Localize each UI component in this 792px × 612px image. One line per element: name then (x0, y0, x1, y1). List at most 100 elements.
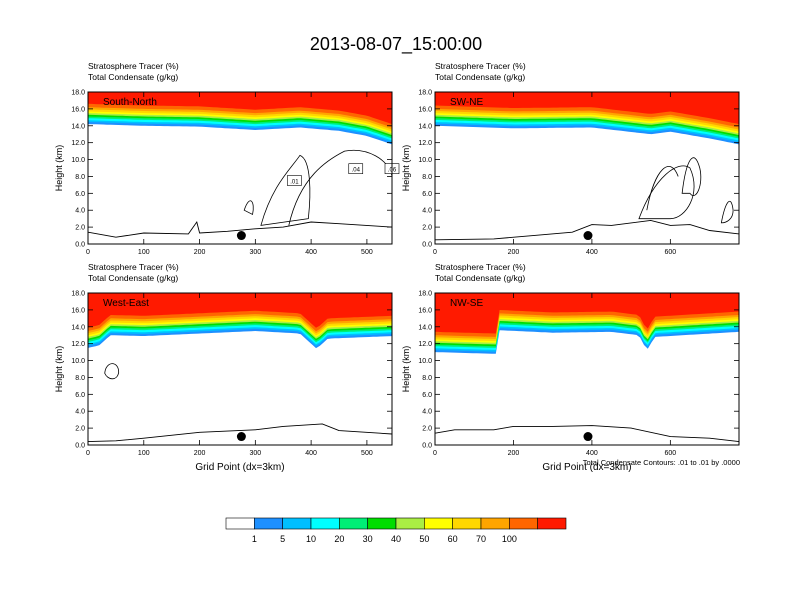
colorbar-label: 1 (252, 534, 257, 544)
y-tick-label: 4.0 (422, 208, 432, 215)
contour-label-box (287, 175, 302, 186)
condensate-contours (638, 157, 734, 224)
y-tick-label: 2.0 (75, 426, 85, 433)
panel-subtitle-tracer: Stratosphere Tracer (%) (88, 61, 179, 71)
colorbar-label: 100 (502, 534, 517, 544)
colorbar-swatch (537, 517, 567, 530)
y-tick-label: 4.0 (75, 409, 85, 416)
y-tick-label: 0.0 (422, 443, 432, 450)
y-tick-label: 16.0 (418, 106, 432, 113)
y-tick-label: 4.0 (75, 208, 85, 215)
colorbar-swatch (254, 517, 283, 530)
y-tick-label: 12.0 (71, 140, 85, 147)
panel-label: NW-SE (450, 298, 483, 309)
y-tick-label: 18.0 (71, 291, 85, 298)
colorbar-label: 40 (391, 534, 401, 544)
figure-title: 2013-08-07_15:00:00 (310, 34, 482, 55)
y-axis-label: Height (km) (54, 346, 64, 393)
y-tick-label: 18.0 (418, 291, 432, 298)
contour-label-box (348, 163, 364, 174)
y-tick-label: 4.0 (422, 409, 432, 416)
colorbar-label: 10 (306, 534, 316, 544)
x-tick-label: 200 (194, 249, 206, 256)
x-tick-label: 0 (433, 450, 437, 457)
panel-subtitle-condensate: Total Condensate (g/kg) (435, 72, 525, 82)
location-marker (236, 231, 246, 241)
x-axis-label: Grid Point (dx=3km) (542, 462, 631, 473)
y-tick-label: 2.0 (422, 225, 432, 232)
x-tick-label: 400 (305, 249, 317, 256)
tracer-field (435, 92, 739, 241)
panel-subtitle-tracer: Stratosphere Tracer (%) (88, 262, 179, 272)
x-tick-label: 100 (138, 249, 150, 256)
contour-label: .01 (290, 180, 299, 186)
x-tick-label: 200 (508, 249, 520, 256)
y-axis-label: Height (km) (401, 145, 411, 192)
colorbar-swatch (424, 517, 453, 530)
panel-south-north: .01.04.060.02.04.06.08.010.012.014.016.0… (54, 61, 400, 256)
colorbar-label: 50 (419, 534, 429, 544)
colorbar-swatch (282, 517, 312, 530)
x-tick-label: 300 (249, 450, 261, 457)
y-tick-label: 8.0 (422, 174, 432, 181)
terrain-line (435, 219, 739, 241)
y-tick-label: 14.0 (418, 324, 432, 331)
y-tick-label: 2.0 (75, 225, 85, 232)
y-tick-label: 0.0 (75, 443, 85, 450)
panel-nw-se: 0.0 2.0 4.0 6.0 8.0 10.0 12.0 14.0 16.0 18.0 0 200 4… (401, 262, 740, 473)
y-axis-label: Height (km) (54, 145, 64, 192)
terrain-line (88, 423, 392, 443)
colorbar-swatch (452, 517, 482, 530)
y-tick-label: 10.0 (71, 358, 85, 365)
panel-label: South-North (103, 97, 157, 108)
tracer-band-10 (435, 293, 739, 334)
y-tick-label: 12.0 (418, 341, 432, 348)
colorbar-label: 70 (476, 534, 486, 544)
panel-subtitle-condensate: Total Condensate (g/kg) (88, 273, 178, 283)
condensate-contours (243, 149, 392, 226)
colorbar-swatch (480, 517, 510, 530)
contour-label: .04 (352, 168, 361, 174)
y-tick-label: 2.0 (422, 426, 432, 433)
colorbar-label: 20 (334, 534, 344, 544)
condensate-contours (104, 363, 120, 380)
panel-label: West-East (103, 298, 149, 309)
y-tick-label: 18.0 (418, 90, 432, 97)
y-tick-label: 14.0 (418, 123, 432, 130)
x-axis-label: Grid Point (dx=3km) (195, 462, 284, 473)
colorbar-swatch (367, 517, 397, 530)
y-tick-label: 16.0 (418, 307, 432, 314)
tracer-field (435, 293, 739, 443)
panel-subtitle-tracer: Stratosphere Tracer (%) (435, 262, 526, 272)
x-tick-label: 500 (361, 450, 373, 457)
y-tick-label: 6.0 (422, 392, 432, 399)
y-tick-label: 12.0 (71, 341, 85, 348)
colorbar-swatch (395, 517, 425, 530)
x-tick-label: 600 (665, 249, 677, 256)
colorbar-swatch (339, 517, 368, 530)
y-tick-label: 0.0 (422, 242, 432, 249)
y-tick-label: 0.0 (75, 242, 85, 249)
location-marker (583, 432, 593, 442)
tracer-band-10 (88, 92, 392, 125)
x-tick-label: 500 (361, 249, 373, 256)
plot-frame (434, 91, 740, 245)
colorbar-label: 30 (363, 534, 373, 544)
panel-west-east: 0.0 2.0 4.0 6.0 8.0 10.0 12.0 14.0 16.0 18.0 0 100 2… (54, 262, 393, 473)
y-tick-label: 12.0 (418, 140, 432, 147)
x-tick-label: 200 (194, 450, 206, 457)
plot-frame (434, 292, 740, 446)
x-tick-label: 400 (586, 249, 598, 256)
contour-footnote: Total Condensate Contours: .01 to .01 by… (583, 458, 740, 467)
x-tick-label: 400 (586, 450, 598, 457)
y-tick-label: 6.0 (75, 191, 85, 198)
x-tick-label: 400 (305, 450, 317, 457)
y-tick-label: 10.0 (71, 157, 85, 164)
colorbar-swatch (310, 517, 340, 530)
y-tick-label: 16.0 (71, 106, 85, 113)
y-tick-label: 8.0 (75, 174, 85, 181)
tracer-band-10 (88, 293, 392, 328)
tracer-band-10 (435, 92, 739, 125)
x-tick-label: 0 (86, 450, 90, 457)
